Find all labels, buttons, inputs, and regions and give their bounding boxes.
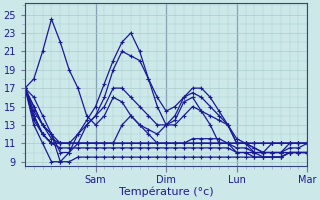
- X-axis label: Température (°c): Température (°c): [119, 186, 213, 197]
